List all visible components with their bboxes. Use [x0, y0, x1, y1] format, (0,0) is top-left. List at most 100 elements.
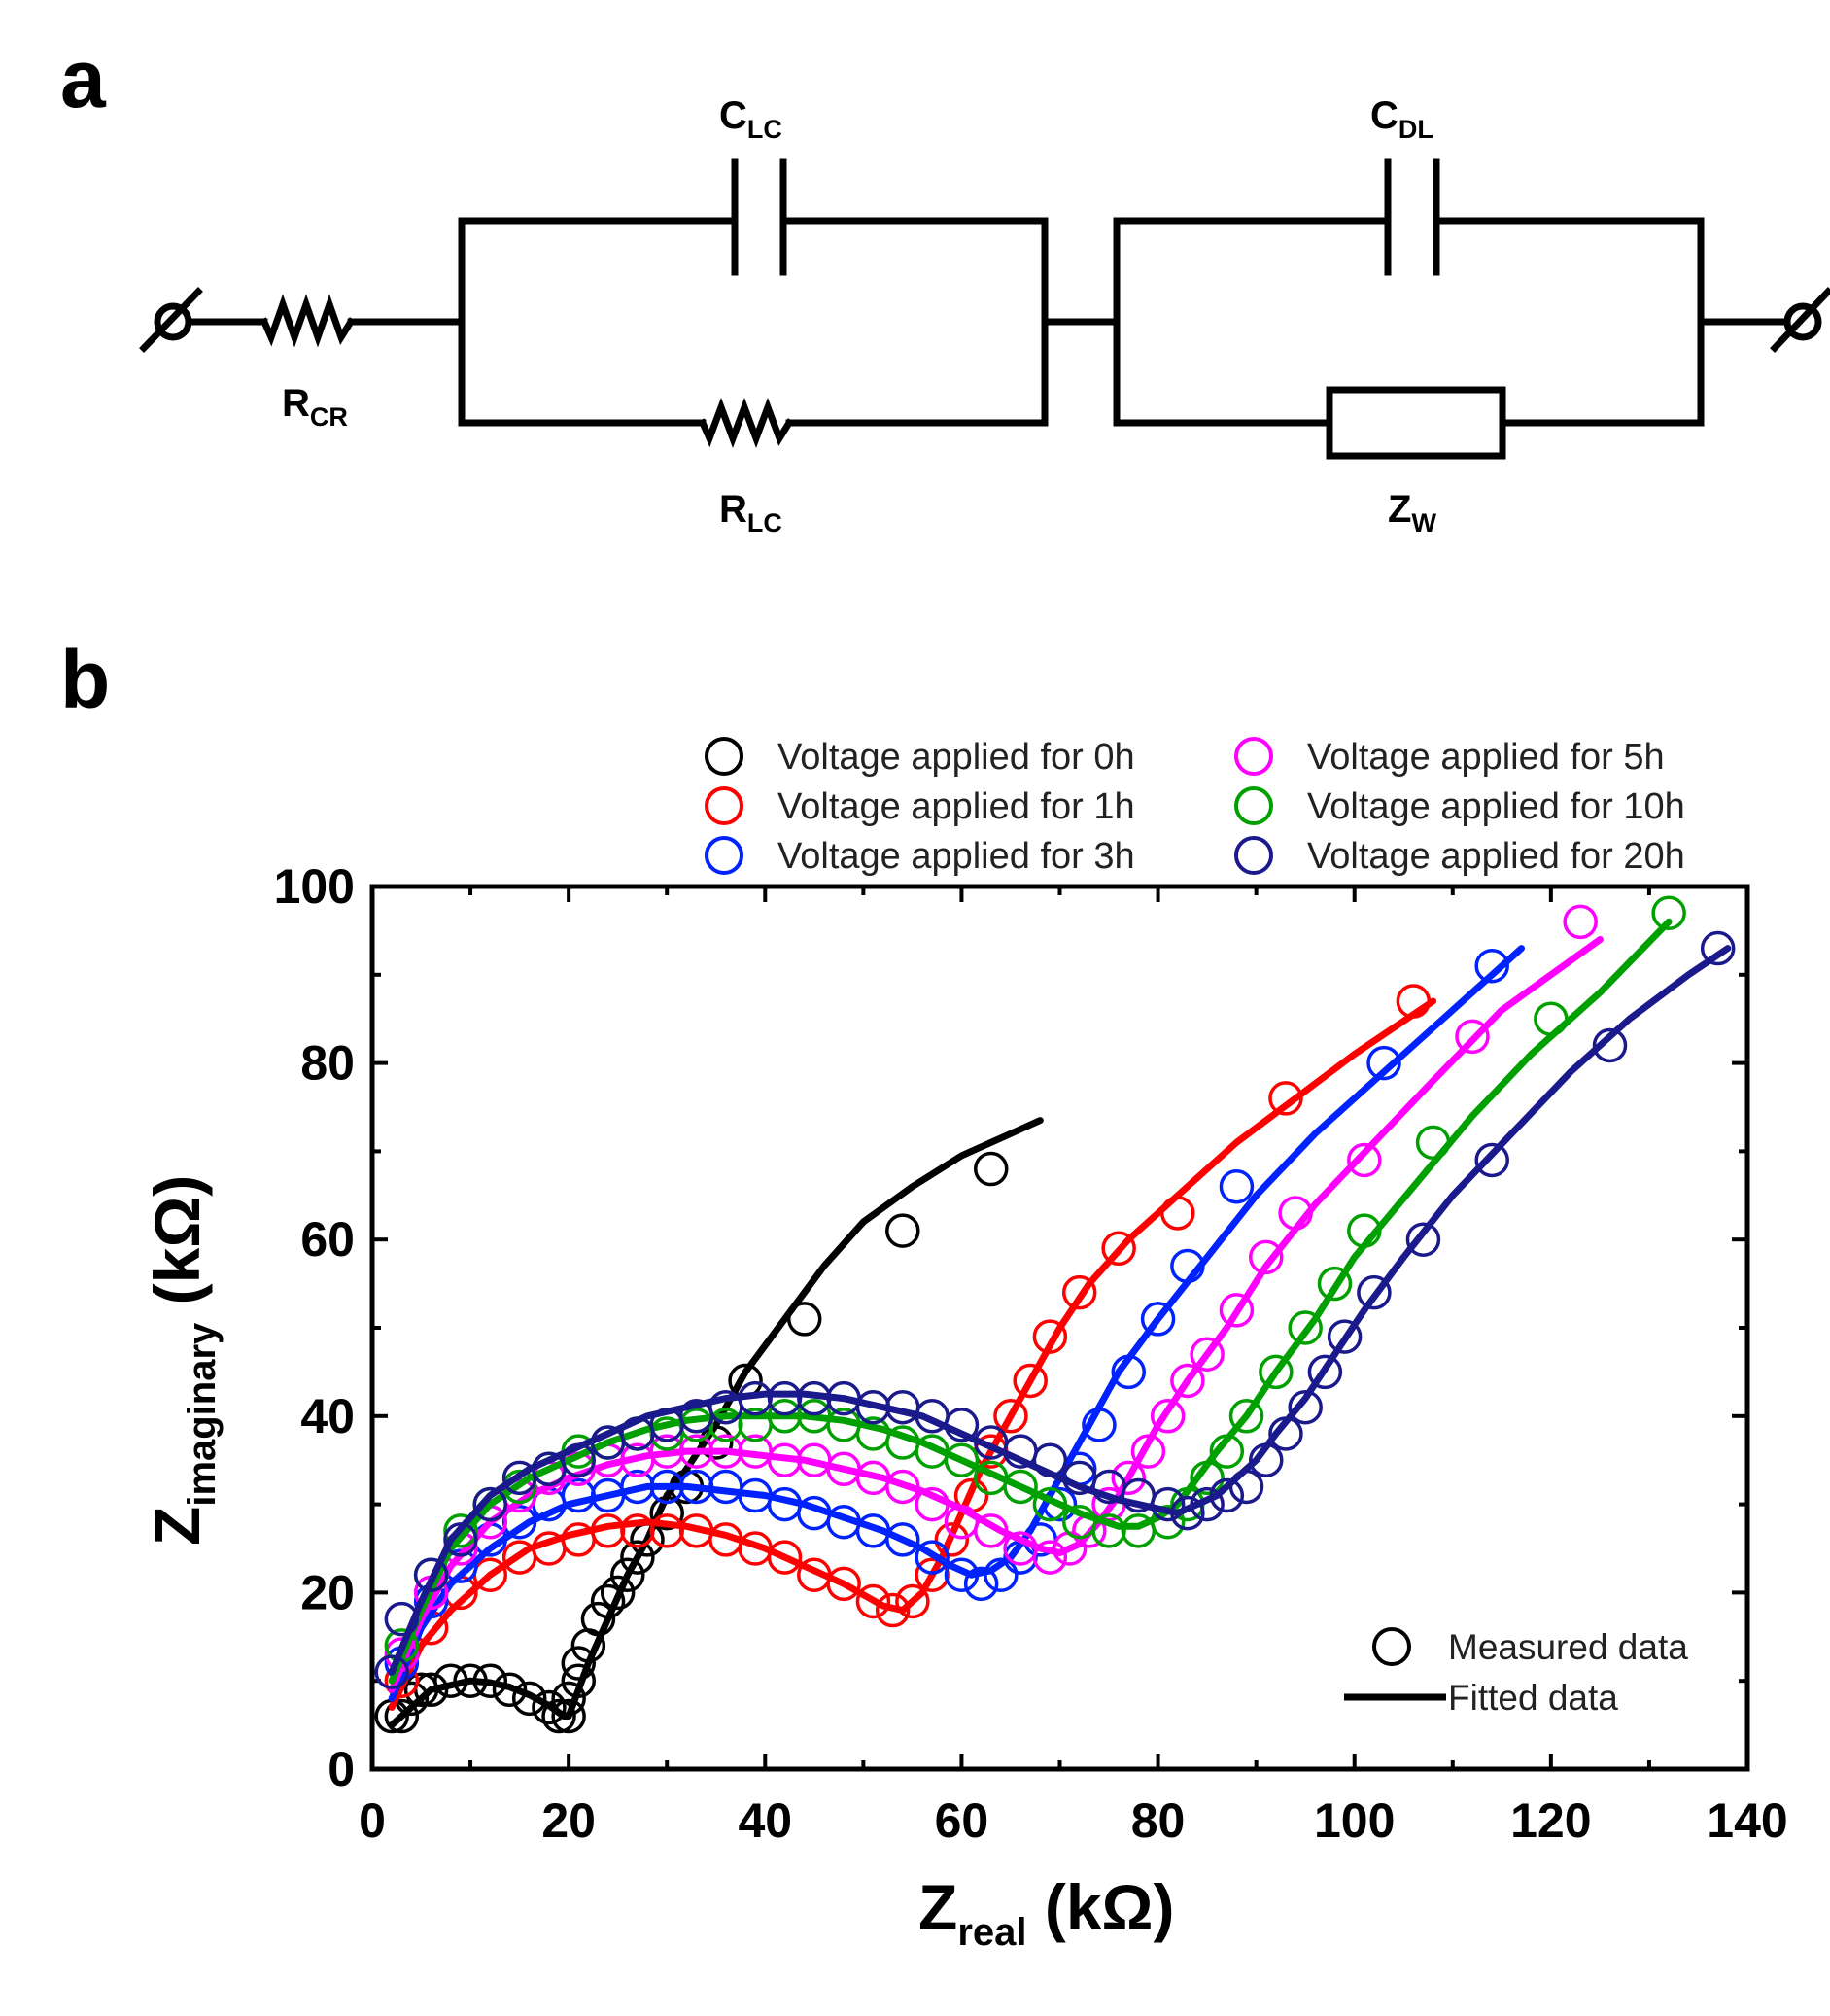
measured-point [1534, 1001, 1569, 1036]
fitted-line [388, 945, 1732, 1676]
measured-point [944, 1557, 980, 1592]
measured-point [384, 1637, 420, 1672]
measured-point [1219, 1168, 1255, 1204]
measured-point [1228, 1469, 1264, 1505]
x-tick-label: 140 [1707, 1793, 1787, 1848]
measured-point [1170, 1363, 1205, 1399]
right-terminal [1783, 302, 1822, 341]
measured-point [472, 1486, 508, 1522]
label-zw: ZW [1388, 488, 1436, 538]
measured-point [1082, 1408, 1117, 1442]
measured-point [699, 1425, 734, 1460]
measured-point [620, 1540, 655, 1575]
legend-item: Voltage applied for 3h [705, 836, 1135, 877]
measured-point [934, 1522, 970, 1557]
measured-point [610, 1557, 645, 1592]
measured-point [1150, 1505, 1186, 1540]
y-tick-label: 100 [274, 859, 355, 914]
legend-item: Voltage applied for 20h [1234, 836, 1685, 877]
measured-point [993, 1399, 1028, 1434]
legend-label: Voltage applied for 3h [777, 836, 1135, 877]
measured-point [885, 1469, 920, 1505]
measured-point [1140, 1302, 1176, 1337]
measured-point [511, 1681, 547, 1717]
measured-point [433, 1663, 468, 1698]
x-tick-label: 80 [1131, 1793, 1186, 1848]
measured-point [1357, 1274, 1392, 1310]
measured-point [472, 1663, 508, 1698]
series-1 [384, 984, 1437, 1711]
measured-point [944, 1408, 980, 1442]
measured-point [1219, 1293, 1255, 1328]
measured-point [649, 1495, 684, 1531]
measured-point [1474, 948, 1509, 984]
measured-point [855, 1583, 891, 1619]
measured-point [1249, 1239, 1284, 1275]
measured-point [590, 1583, 626, 1619]
measured-point [826, 1566, 861, 1602]
x-tick-label: 60 [935, 1793, 989, 1848]
measured-point [944, 1442, 980, 1477]
measured-point [1307, 1354, 1343, 1390]
legend-measured-label: Measured data [1448, 1627, 1688, 1667]
measured-point [1190, 1460, 1225, 1496]
measured-point [1415, 1125, 1451, 1161]
measured-point [443, 1513, 478, 1548]
measured-point [1317, 1266, 1353, 1302]
measured-point [1396, 984, 1432, 1019]
measured-point [1592, 1027, 1628, 1063]
measured-point [1405, 1222, 1441, 1257]
legend-marker [1234, 836, 1273, 875]
measured-point [492, 1672, 528, 1708]
measured-point [561, 1442, 596, 1477]
measured-point [1170, 1248, 1205, 1284]
measured-point [413, 1557, 449, 1592]
measured-point [875, 1592, 911, 1628]
measured-point [561, 1646, 596, 1681]
axis-ticks: 0 20 40 60 80 100 120 140 0 20 40 60 80 100 [274, 859, 1788, 1848]
measured-point [1268, 1081, 1303, 1116]
measured-point [1013, 1363, 1048, 1399]
measured-point [1249, 1442, 1284, 1477]
legend-marker [705, 737, 743, 776]
measured-point [984, 1557, 1019, 1592]
x-axis-title: Zreal (kΩ) [918, 1871, 1174, 1954]
measured-point [1111, 1354, 1146, 1390]
measured-point [1209, 1477, 1245, 1513]
measured-point [1032, 1540, 1068, 1575]
legend-label: Voltage applied for 5h [1307, 737, 1665, 778]
fitted-line [388, 918, 1673, 1685]
legend-label: Voltage applied for 20h [1307, 836, 1685, 877]
measured-point [786, 1302, 822, 1337]
measured-point [1190, 1337, 1225, 1372]
measured-point [1150, 1399, 1186, 1434]
series-0 [374, 1117, 1044, 1734]
measured-point [915, 1486, 950, 1522]
measured-point [1288, 1389, 1323, 1425]
measured-point [1288, 1310, 1323, 1345]
y-axis-title: Zimaginary (kΩ) [141, 1175, 224, 1546]
label-rlc: RLC [719, 488, 782, 538]
measured-point [1347, 1142, 1382, 1178]
measured-point [1563, 904, 1598, 940]
measured-point [1209, 1434, 1245, 1469]
inner-legend: Measured data Fitted data [1344, 1627, 1688, 1718]
fitted-line [388, 945, 1525, 1702]
measured-point [1190, 1486, 1225, 1522]
x-tick-label: 100 [1314, 1793, 1395, 1848]
circuit-diagram [139, 158, 1830, 460]
x-tick-label: 20 [541, 1793, 596, 1848]
measured-point [767, 1540, 803, 1575]
panel-b-label: b [60, 634, 110, 725]
legend-label: Voltage applied for 10h [1307, 786, 1685, 827]
measured-point [1160, 1196, 1195, 1231]
measured-point [532, 1689, 567, 1725]
measured-point [1032, 1319, 1068, 1354]
measured-point [1130, 1434, 1166, 1469]
series-2 [384, 945, 1525, 1702]
measured-point [374, 1654, 409, 1689]
label-rcr: RCR [282, 382, 348, 432]
measured-point [885, 1522, 920, 1557]
measured-point [453, 1663, 488, 1698]
legend-item: Voltage applied for 0h [705, 737, 1135, 778]
